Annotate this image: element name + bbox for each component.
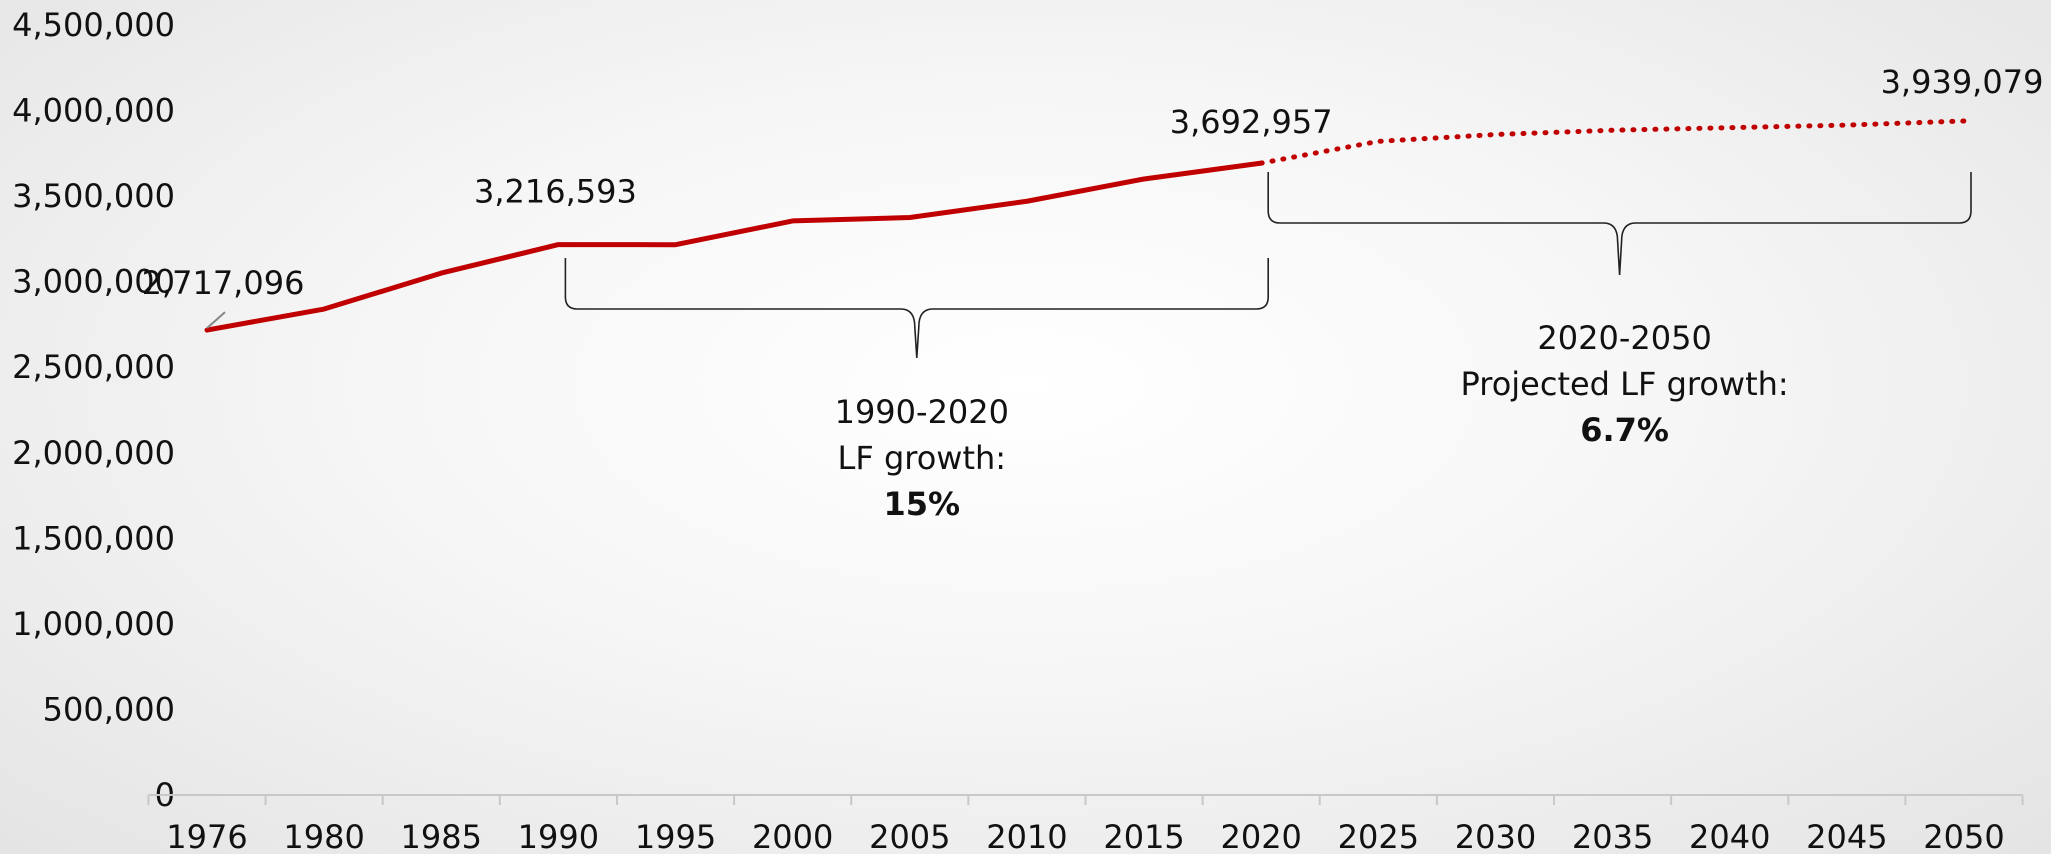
data-label: 3,216,593	[474, 173, 637, 211]
x-tick-label: 2045	[1806, 818, 1887, 854]
y-tick-label: 2,500,000	[12, 348, 175, 386]
data-label: 3,692,957	[1170, 103, 1333, 141]
series-lines	[204, 118, 1967, 333]
annotation-text: LF growth:	[838, 439, 1007, 477]
x-tick-label: 2035	[1572, 818, 1653, 854]
data-label: 2,717,096	[142, 264, 305, 302]
annotation-growth-value: 15%	[884, 485, 961, 523]
x-tick-label: 1990	[518, 818, 599, 854]
x-tick-label: 2020	[1220, 818, 1301, 854]
bracket-1990-2020	[564, 258, 1269, 359]
projected-series-line	[1258, 118, 1967, 166]
x-tick-label: 1980	[283, 818, 364, 854]
annotation-text: 1990-2020	[835, 393, 1009, 431]
data-label-leader-line	[206, 311, 226, 329]
x-tick-label: 2015	[1103, 818, 1184, 854]
y-tick-label: 4,000,000	[12, 92, 175, 130]
x-tick-label: 2040	[1689, 818, 1770, 854]
y-tick-label: 2,000,000	[12, 434, 175, 472]
bracket-2020-2050	[1267, 172, 1972, 276]
historical-series-line	[204, 160, 1264, 333]
bracket-annotations: 1990-2020 LF growth: 15% 2020-2050 Projected…	[564, 172, 1972, 523]
x-axis-ticks: 1976 1980 1985 1990 1995 2000 2005 2010 2015 2020…	[166, 818, 2004, 854]
x-tick-label: 1995	[635, 818, 716, 854]
y-tick-label: 500,000	[43, 690, 175, 728]
y-tick-label: 3,000,000	[12, 263, 175, 301]
x-tick-label: 1985	[401, 818, 482, 854]
x-tick-label: 2030	[1455, 818, 1536, 854]
y-tick-label: 1,500,000	[12, 519, 175, 557]
annotation-text: 2020-2050	[1537, 319, 1711, 357]
annotation-text: Projected LF growth:	[1461, 365, 1789, 403]
annotation-growth-value: 6.7%	[1580, 411, 1669, 449]
x-axis	[147, 794, 2024, 805]
x-tick-label: 2050	[1923, 818, 2004, 854]
data-label: 3,939,079	[1881, 63, 2044, 101]
x-tick-label: 2005	[869, 818, 950, 854]
x-tick-label: 2000	[752, 818, 833, 854]
data-labels: 2,717,096 3,216,593 3,692,957 3,939,079	[142, 63, 2044, 329]
x-tick-label: 2025	[1338, 818, 1419, 854]
x-tick-label: 2010	[986, 818, 1067, 854]
x-tick-label: 1976	[166, 818, 247, 854]
y-tick-label: 3,500,000	[12, 177, 175, 215]
y-tick-label: 4,500,000	[12, 6, 175, 44]
y-tick-label: 1,000,000	[12, 605, 175, 643]
y-axis-ticks: 0500,0001,000,0001,500,0002,000,0002,500…	[12, 6, 175, 814]
